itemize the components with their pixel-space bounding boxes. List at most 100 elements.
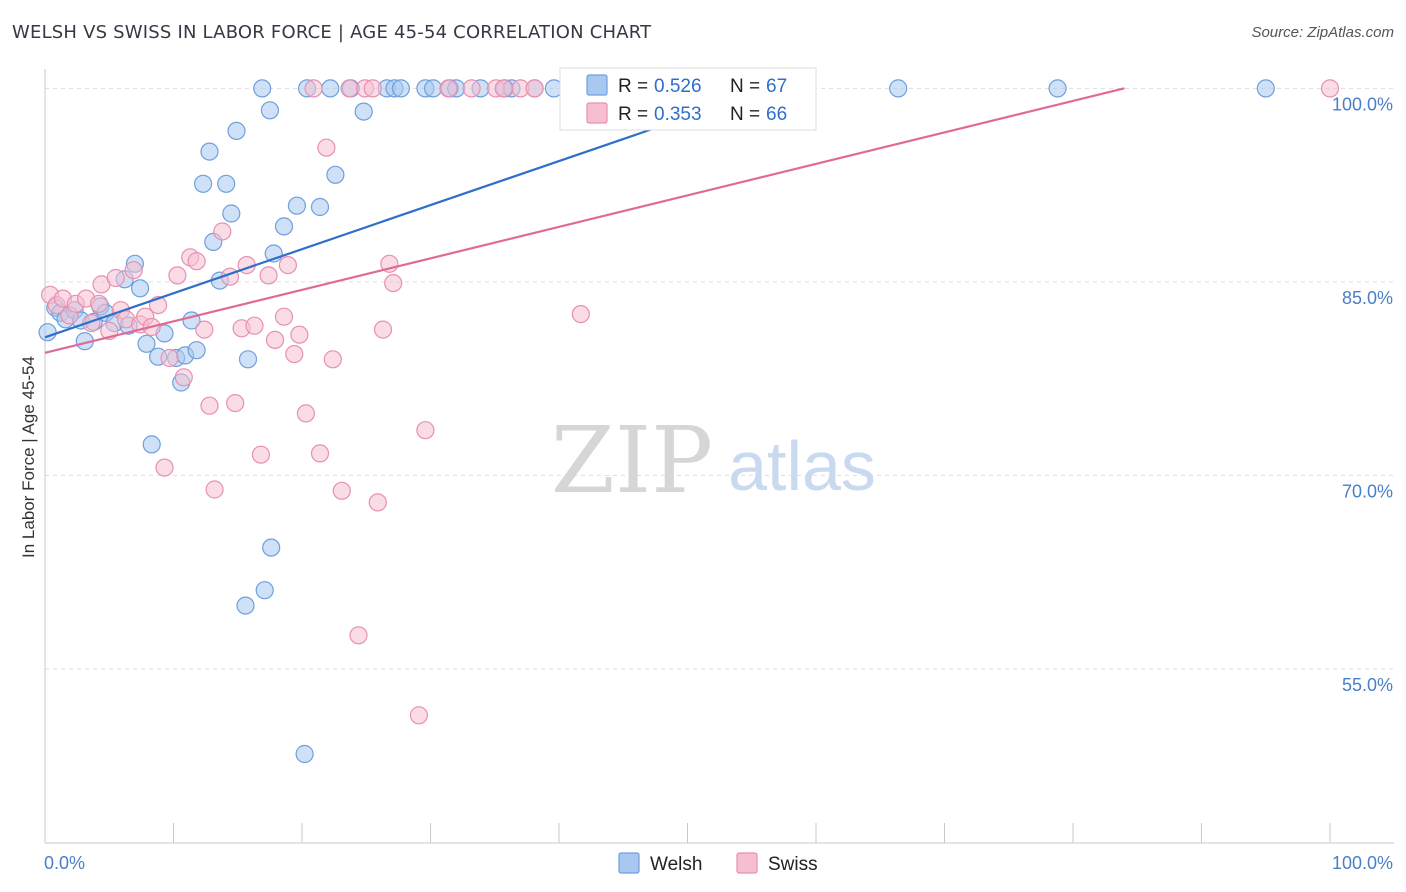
swiss-point — [187, 252, 206, 271]
welsh-point — [236, 596, 255, 615]
swiss-trend-line — [44, 87, 1125, 354]
swiss-point — [168, 266, 187, 285]
swiss-point — [310, 444, 330, 463]
swiss-point — [571, 305, 590, 324]
swiss-point — [251, 445, 270, 464]
swiss-point — [384, 274, 403, 293]
legend-welsh-n-value: 67 — [766, 76, 787, 97]
welsh-point — [354, 102, 373, 121]
swiss-point — [373, 320, 393, 339]
swiss-point — [332, 481, 351, 500]
swiss-point — [340, 79, 359, 98]
swiss-point — [274, 307, 294, 326]
swiss-point — [265, 330, 285, 349]
legend-swiss-n-label: N = — [730, 104, 760, 125]
swiss-point — [226, 394, 245, 413]
welsh-point — [391, 79, 410, 98]
x-tick-label-min: 0.0% — [44, 853, 85, 873]
welsh-point — [326, 165, 345, 184]
x-tick-label-max: 100.0% — [1332, 853, 1393, 873]
welsh-point — [310, 197, 330, 217]
welsh-point — [200, 142, 219, 161]
chart-title: WELSH VS SWISS IN LABOR FORCE | AGE 45-5… — [12, 22, 652, 43]
welsh-point — [255, 581, 274, 600]
legend-welsh-r-label: R = — [618, 76, 648, 97]
swiss-point — [160, 348, 179, 368]
swiss-point — [1320, 79, 1340, 98]
welsh-point — [227, 121, 246, 140]
welsh-point — [217, 174, 236, 193]
welsh-point — [274, 217, 294, 236]
y-tick-label: 70.0% — [1342, 481, 1393, 501]
welsh-point — [142, 435, 161, 454]
swiss-point — [323, 350, 342, 369]
legend-swiss-r-value: 0.353 — [654, 104, 702, 125]
swiss-point — [416, 421, 435, 440]
swiss-point — [494, 79, 513, 98]
welsh-point — [295, 744, 314, 764]
legend-swatch-swiss — [586, 102, 608, 124]
welsh-point — [1256, 79, 1275, 98]
swiss-point — [195, 320, 214, 339]
source-label: Source: ZipAtlas.com — [1251, 24, 1394, 41]
welsh-point — [424, 79, 443, 98]
swiss-point — [304, 79, 323, 98]
legend-swiss-n-value: 66 — [766, 104, 787, 125]
bottom-legend-swatch-swiss — [736, 852, 758, 874]
swiss-point — [245, 316, 264, 335]
swiss-point — [439, 79, 458, 98]
welsh-point — [137, 334, 156, 353]
legend-swiss-r-label: R = — [618, 104, 648, 125]
watermark: ZIP atlas — [551, 407, 876, 514]
welsh-point — [187, 341, 206, 360]
y-tick-label: 55.0% — [1342, 675, 1393, 695]
swiss-point — [278, 256, 297, 275]
welsh-point — [287, 196, 306, 215]
y-axis-label-group: In Labor Force | Age 45-54 — [19, 356, 38, 558]
y-tick-label: 100.0% — [1332, 94, 1393, 114]
bottom-legend-swiss: Swiss — [768, 854, 818, 875]
tick-labels: 100.0% 85.0% 70.0% 55.0% 0.0% 100.0% — [44, 94, 1393, 873]
swiss-point — [363, 79, 382, 98]
y-tick-label: 85.0% — [1342, 288, 1393, 308]
swiss-point — [317, 138, 336, 157]
welsh-point — [222, 204, 241, 223]
y-axis-label: In Labor Force | Age 45-54 — [19, 356, 38, 558]
axes — [44, 69, 1394, 844]
swiss-point — [174, 368, 193, 387]
swiss-point — [89, 294, 109, 313]
welsh-point — [253, 79, 272, 98]
welsh-point — [38, 323, 57, 342]
swiss-point — [462, 79, 481, 98]
bottom-legend: Welsh Swiss — [618, 852, 818, 875]
swiss-point — [259, 266, 278, 285]
bottom-legend-swatch-welsh — [618, 852, 640, 874]
swiss-point — [285, 345, 304, 364]
swiss-point — [296, 404, 315, 423]
welsh-point — [1048, 79, 1067, 98]
legend-welsh-r-value: 0.526 — [654, 76, 702, 97]
welsh-point — [131, 279, 150, 298]
bottom-legend-welsh: Welsh — [650, 854, 702, 875]
swiss-point — [525, 79, 544, 98]
welsh-point — [321, 79, 340, 98]
watermark-atlas: atlas — [728, 427, 876, 505]
welsh-point — [238, 350, 258, 369]
swiss-point — [200, 396, 219, 415]
legend-swatch-welsh — [586, 74, 608, 96]
grid-lines — [45, 87, 1394, 670]
swiss-point — [155, 458, 174, 477]
watermark-zip: ZIP — [551, 407, 713, 514]
welsh-point — [260, 101, 279, 120]
swiss-point — [124, 261, 143, 280]
swiss-point — [349, 626, 368, 645]
welsh-point — [889, 79, 908, 98]
swiss-point — [290, 325, 309, 344]
swiss-point — [213, 222, 232, 241]
legend-box: R = 0.526 N = 67 R = 0.353 N = 66 — [559, 67, 817, 131]
swiss-point — [205, 480, 224, 499]
legend-welsh-n-label: N = — [730, 76, 760, 97]
swiss-point — [409, 706, 428, 725]
swiss-point — [106, 268, 125, 288]
